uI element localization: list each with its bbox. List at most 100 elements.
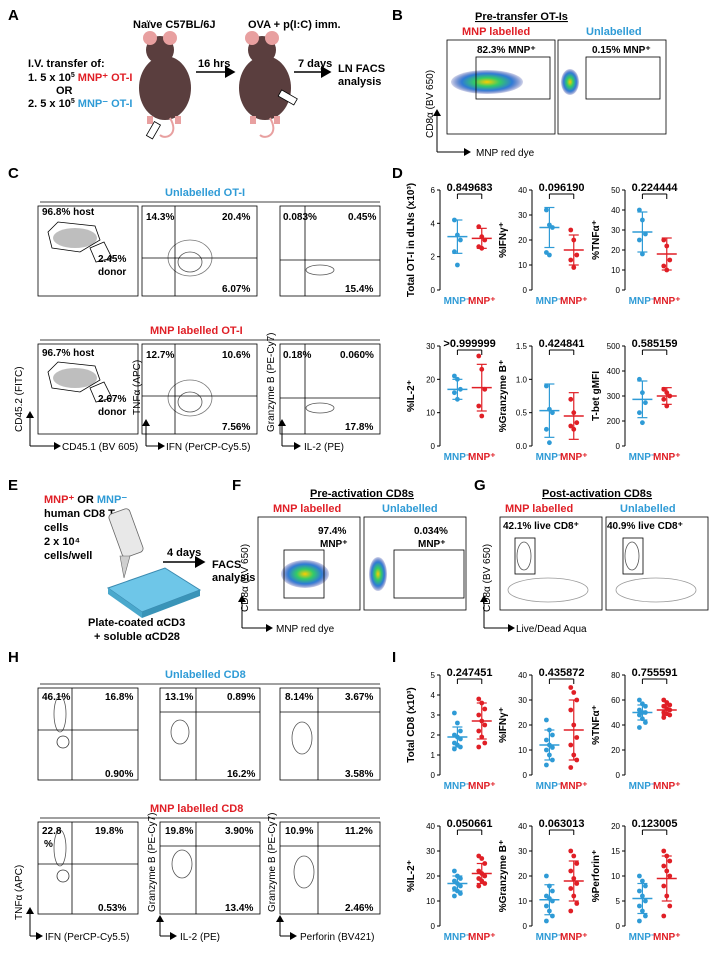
well-plate-icon bbox=[106, 567, 202, 618]
panelg-title: Post-activation CD8s bbox=[542, 488, 652, 500]
y-tick-label: 20 bbox=[611, 822, 620, 831]
data-point bbox=[637, 725, 642, 730]
y-axis-label: %Perforin⁺ bbox=[591, 850, 602, 903]
e-line2: human CD8 T bbox=[44, 508, 115, 520]
y-tick-label: 30 bbox=[518, 847, 527, 856]
data-point bbox=[476, 353, 482, 359]
data-point bbox=[637, 888, 642, 894]
y-tick-label: 200 bbox=[607, 417, 621, 426]
arrow-7days-label: 7 days bbox=[298, 58, 332, 70]
panelb-left-pct: 82.3% MNP⁺ bbox=[477, 45, 536, 56]
y-tick-label: 10 bbox=[518, 746, 527, 755]
c-top-q2-ul: 14.3% bbox=[146, 212, 174, 223]
facs-plot-h-top-1 bbox=[37, 687, 139, 781]
data-point bbox=[544, 737, 549, 743]
data-point bbox=[574, 861, 580, 866]
data-point bbox=[544, 762, 549, 768]
y-axis-label: %IFNγ⁺ bbox=[498, 707, 509, 743]
y-tick-label: 30 bbox=[518, 211, 527, 220]
c-bot-q2-ul: 12.7% bbox=[146, 350, 174, 361]
panel-label-d: D bbox=[392, 165, 403, 182]
panelb-right-title: Unlabelled bbox=[586, 26, 642, 38]
data-point bbox=[568, 742, 574, 748]
c-top-q3-ur: 0.45% bbox=[348, 212, 376, 223]
data-point bbox=[455, 262, 460, 268]
panelg-left-title: MNP labelled bbox=[505, 503, 573, 515]
h-b1-lr: 0.53% bbox=[98, 903, 126, 914]
data-point bbox=[661, 848, 667, 854]
data-point bbox=[544, 426, 549, 432]
data-point bbox=[667, 903, 673, 909]
e-line3: cells bbox=[44, 522, 68, 534]
data-point bbox=[574, 901, 580, 906]
panel-label-h: H bbox=[8, 649, 19, 666]
pvalue-label: 0.063013 bbox=[539, 818, 585, 830]
facs-plot-c-bot-3 bbox=[279, 343, 381, 435]
panelf-right-pct2: MNP⁺ bbox=[418, 539, 446, 550]
y-tick-label: 60 bbox=[611, 696, 620, 705]
panelf-right-pct: 0.034% bbox=[414, 526, 448, 537]
y-axis-label: %IL-2⁺ bbox=[406, 380, 417, 412]
pvalue-label: 0.755591 bbox=[632, 667, 678, 679]
c-bot-q3-ur: 0.060% bbox=[340, 350, 374, 361]
panelg-right-title: Unlabelled bbox=[620, 503, 676, 515]
data-point bbox=[643, 720, 648, 725]
x-label-mnp-pos: MNP⁺ bbox=[468, 932, 496, 943]
pipette-icon bbox=[108, 508, 144, 579]
y-tick-label: 40 bbox=[518, 671, 527, 680]
x-label-mnp-pos: MNP⁺ bbox=[560, 781, 588, 792]
c-bot-q3-ul: 0.18% bbox=[283, 350, 311, 361]
x-label-mnp-pos: MNP⁺ bbox=[653, 932, 681, 943]
y-axis-label: Total CD8 (x10³) bbox=[406, 687, 417, 762]
pvalue-label: >0.999999 bbox=[443, 338, 495, 350]
y-tick-label: 10 bbox=[426, 897, 435, 906]
data-point bbox=[568, 423, 574, 429]
data-point bbox=[458, 728, 463, 734]
data-point bbox=[452, 868, 457, 874]
y-tick-label: 0 bbox=[431, 286, 436, 295]
panelb-right-pct: 0.15% MNP⁺ bbox=[592, 45, 651, 56]
panelg-xaxis: Live/Dead Aqua bbox=[516, 624, 587, 635]
y-tick-label: 30 bbox=[611, 226, 620, 235]
facs-plot-b-right bbox=[557, 39, 667, 135]
h-y3: Granzyme B (PE-Cy7) bbox=[267, 813, 278, 912]
data-point bbox=[661, 237, 667, 243]
data-point bbox=[574, 735, 580, 740]
y-tick-label: 4 bbox=[431, 219, 436, 228]
data-point bbox=[550, 888, 555, 894]
data-point bbox=[568, 886, 574, 891]
x-label-mnp-pos: MNP⁺ bbox=[468, 781, 496, 792]
y-axis-label: Total OT-I in dLNs (x10³) bbox=[406, 183, 417, 297]
facs-plot-h-bot-3 bbox=[279, 821, 381, 915]
y-tick-label: 0 bbox=[523, 771, 528, 780]
option1-text: 1. 5 x 105 MNP⁺ OT-I bbox=[28, 72, 133, 84]
data-point bbox=[458, 237, 463, 243]
data-point bbox=[574, 881, 580, 886]
y-tick-label: 0.5 bbox=[516, 409, 528, 418]
y-tick-label: 500 bbox=[607, 342, 621, 351]
data-point bbox=[482, 740, 488, 746]
y-tick-label: 0 bbox=[431, 442, 436, 451]
x-label-mnp-pos: MNP⁺ bbox=[653, 781, 681, 792]
data-point bbox=[458, 891, 463, 896]
syringe-icon bbox=[145, 121, 162, 140]
x-label-mnp-neg: MNP⁻ bbox=[629, 932, 657, 943]
y-tick-label: 3 bbox=[431, 711, 436, 720]
y-tick-label: 40 bbox=[426, 822, 435, 831]
data-point bbox=[455, 720, 460, 726]
panelf-left-pct: 97.4% bbox=[318, 526, 346, 537]
panel-label-c: C bbox=[8, 165, 19, 182]
data-point bbox=[637, 207, 642, 213]
x-label-mnp-pos: MNP⁺ bbox=[560, 452, 588, 463]
facs-plot-g-left bbox=[499, 516, 603, 611]
facs-plot-f-right bbox=[363, 516, 467, 611]
data-point bbox=[568, 257, 574, 263]
facs-plot-f-left bbox=[257, 516, 361, 611]
panelf-left-pct2: MNP⁺ bbox=[320, 539, 348, 550]
pvalue-label: 0.123005 bbox=[632, 818, 678, 830]
y-axis-label: T-bet gMFI bbox=[591, 371, 602, 421]
c-top-q3-ul: 0.083% bbox=[283, 212, 317, 223]
facs-plot-h-top-2 bbox=[159, 687, 261, 781]
c-top-q2-ur: 20.4% bbox=[222, 212, 250, 223]
